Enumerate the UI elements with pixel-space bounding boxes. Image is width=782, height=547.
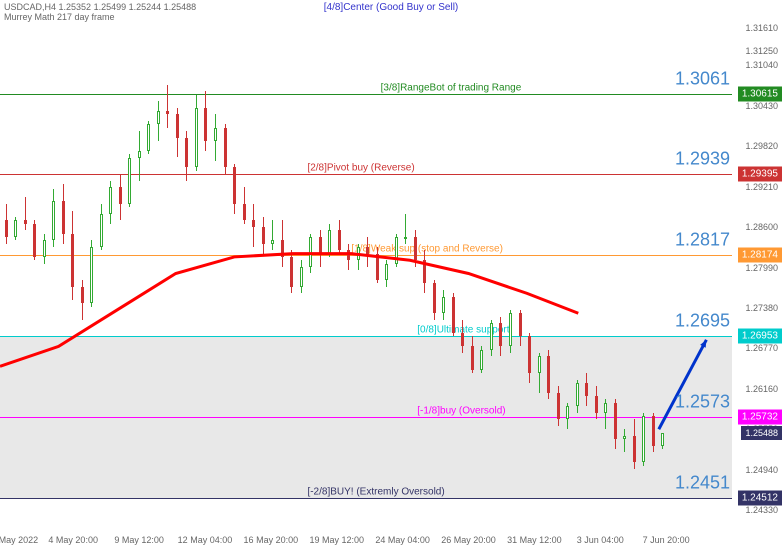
x-tick: 3 Jun 04:00 [577,535,624,545]
chart-container: USDCAD,H4 1.25352 1.25499 1.25244 1.2548… [0,0,782,547]
y-tick: 1.29210 [745,182,778,192]
y-tick: 1.26160 [745,384,778,394]
level-price-box: 1.29395 [738,167,782,182]
x-tick: 16 May 20:00 [244,535,299,545]
y-tick: 1.26770 [745,343,778,353]
y-tick: 1.27380 [745,303,778,313]
plot-area: [3/8]RangeBot of trading Range [2/8]Pivot… [0,15,732,532]
y-tick: 1.24940 [745,465,778,475]
symbol-label: USDCAD,H4 [4,2,56,12]
level-price-box: 1.25732 [738,410,782,425]
level-line [0,336,732,337]
level-line [0,498,732,499]
x-tick: 7 Jun 20:00 [643,535,690,545]
y-tick: 1.31250 [745,46,778,56]
center-line-label: [4/8]Center (Good Buy or Sell) [324,2,459,13]
y-tick: 1.31610 [745,23,778,33]
level-price-box: 1.28174 [738,248,782,263]
level-big-price: 1.2573 [675,392,730,413]
current-price: 1.25488 [741,426,782,440]
x-tick: 19 May 12:00 [309,535,364,545]
level-label: [2/8]Pivot buy (Reverse) [307,163,414,174]
level-price-box: 1.24512 [738,491,782,506]
level-label: [-2/8]BUY! (Extremly Oversold) [307,487,444,498]
level-label: [3/8]RangeBot of trading Range [381,82,522,93]
y-axis: 1.243301.249401.255501.261601.267701.273… [732,15,782,532]
level-big-price: 1.2939 [675,149,730,170]
x-axis: 2 May 2022 4 May 20:00 9 May 12:00 12 May 0… [0,532,732,547]
y-tick: 1.27990 [745,263,778,273]
x-tick: 9 May 12:00 [114,535,164,545]
y-tick: 1.24330 [745,505,778,515]
level-price-box: 1.26953 [738,329,782,344]
y-tick: 1.31040 [745,60,778,70]
x-tick: 12 May 04:00 [178,535,233,545]
level-big-price: 1.3061 [675,68,730,89]
x-tick: 26 May 20:00 [441,535,496,545]
level-line [0,174,732,175]
level-big-price: 1.2451 [675,473,730,494]
x-tick: 31 May 12:00 [507,535,562,545]
level-big-price: 1.2817 [675,230,730,251]
x-tick: 24 May 04:00 [375,535,430,545]
level-big-price: 1.2695 [675,311,730,332]
level-line [0,255,732,256]
level-price-box: 1.30615 [738,86,782,101]
y-tick: 1.28600 [745,222,778,232]
ohlc-label: 1.25352 1.25499 1.25244 1.25488 [59,2,197,12]
level-label: [-1/8]buy (Oversold) [417,406,505,417]
level-line [0,417,732,418]
y-tick: 1.30430 [745,101,778,111]
y-tick: 1.29820 [745,141,778,151]
level-line [0,94,732,95]
x-tick: 2 May 2022 [0,535,38,545]
level-label: [1/8]Weak sup (stop and Reverse) [351,244,503,255]
x-tick: 4 May 20:00 [48,535,98,545]
